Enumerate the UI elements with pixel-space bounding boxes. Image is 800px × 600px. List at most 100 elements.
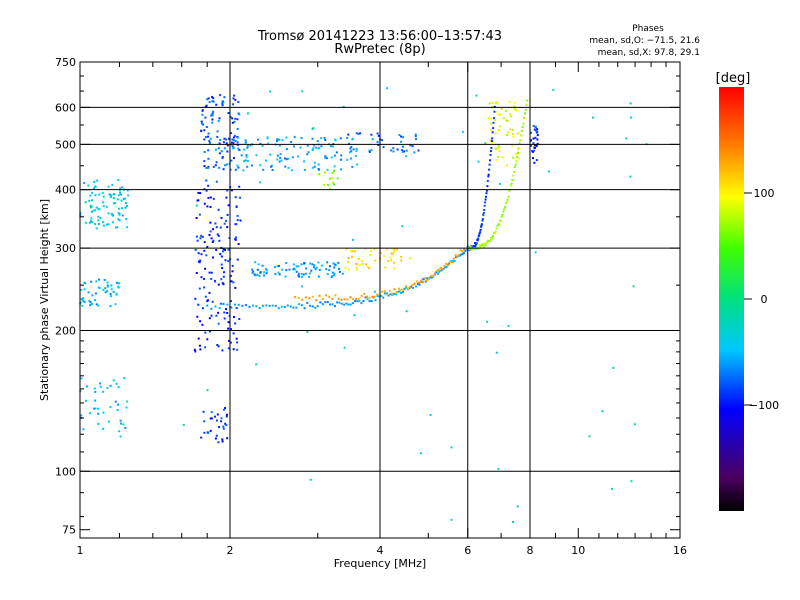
- trace-0-point: [345, 302, 348, 305]
- trace-0-point: [326, 301, 329, 304]
- trace-1-point: [371, 295, 374, 298]
- trace-0-point: [289, 305, 292, 308]
- trace-0-point: [336, 301, 339, 304]
- cluster-7-point: [215, 434, 218, 437]
- cluster-0-point: [110, 194, 113, 197]
- cluster-3-point: [235, 205, 238, 208]
- cluster-1-point: [116, 281, 118, 284]
- cluster-5-point: [271, 169, 274, 171]
- cluster-3-point: [214, 280, 217, 283]
- cluster-7-point: [216, 413, 219, 416]
- trace-0-point: [329, 303, 332, 306]
- trace-3-point: [485, 241, 488, 244]
- trace-0-point: [389, 293, 392, 296]
- cluster-13-point: [547, 170, 550, 173]
- cluster-1-point: [98, 278, 101, 281]
- cluster-5-point: [287, 157, 290, 160]
- cluster-0-point: [97, 215, 100, 218]
- cluster-9-point: [392, 150, 395, 153]
- cluster-6-point: [305, 267, 307, 270]
- trace-0-point: [258, 307, 261, 309]
- trace-0-point: [393, 292, 396, 295]
- cluster-3-point: [210, 314, 213, 317]
- cluster-13-point: [588, 435, 591, 438]
- cluster-3-point: [223, 311, 226, 314]
- cluster-3-point: [208, 317, 211, 320]
- cluster-0-point: [88, 199, 91, 202]
- cluster-3-point: [197, 303, 200, 306]
- trace-0-point: [354, 300, 357, 303]
- cluster-3-point: [236, 341, 239, 344]
- cluster-5-point: [266, 136, 269, 139]
- cluster-6-point: [293, 268, 296, 271]
- cluster-3-point: [195, 272, 198, 274]
- cluster-4-point: [217, 119, 220, 122]
- cluster-11-point: [499, 125, 502, 128]
- trace-3-point: [481, 243, 484, 246]
- cluster-0-point: [94, 194, 97, 197]
- cluster-8-point: [387, 260, 390, 263]
- cluster-0-point: [99, 217, 102, 220]
- cluster-11-point: [490, 128, 492, 131]
- trace-1-point: [413, 282, 416, 285]
- cluster-6-point: [317, 261, 320, 264]
- cluster-6-point: [285, 262, 288, 264]
- trace-0-point: [271, 304, 274, 307]
- trace-3-point: [524, 108, 527, 111]
- cluster-5-point: [292, 145, 295, 148]
- cluster-3-point: [208, 271, 211, 274]
- trace-1-point: [434, 272, 436, 275]
- cluster-9-point: [414, 133, 417, 136]
- cluster-3-point: [200, 234, 203, 237]
- cluster-5-point: [285, 158, 288, 161]
- trace-1-point: [301, 298, 304, 301]
- trace-0-point: [400, 292, 403, 294]
- cluster-6-point: [308, 275, 310, 278]
- cluster-5-point: [285, 148, 288, 151]
- y-axis-label: Stationary phase Virtual Height [km]: [38, 199, 51, 401]
- cluster-0-point: [121, 186, 124, 189]
- cluster-8-point: [373, 248, 376, 251]
- cluster-5-point: [245, 154, 248, 157]
- cluster-0-point: [89, 220, 92, 223]
- cluster-3-point: [235, 223, 238, 226]
- cluster-3-point: [236, 258, 239, 261]
- cluster-5-point: [320, 137, 323, 140]
- cluster-3-point: [232, 348, 235, 351]
- trace-1-point: [428, 278, 431, 281]
- cluster-6-point: [333, 274, 336, 277]
- cluster-3-point: [198, 344, 201, 347]
- cluster-6-point: [276, 265, 279, 268]
- trace-0-point: [316, 305, 319, 308]
- trace-0-point: [391, 293, 394, 296]
- cluster-9-point: [415, 138, 417, 141]
- cluster-3-point: [237, 243, 240, 245]
- trace-2-point: [474, 242, 476, 244]
- cluster-0-point: [91, 191, 94, 194]
- trace-2-point: [483, 204, 486, 207]
- cluster-5-point: [316, 140, 319, 143]
- cluster-3-point: [195, 235, 198, 238]
- trace-0-point: [218, 306, 221, 309]
- cluster-3-point: [227, 204, 230, 207]
- trace-1-point: [376, 293, 379, 296]
- cluster-2-point: [97, 422, 100, 425]
- trace-0-point: [436, 272, 439, 275]
- cluster-11-point: [510, 115, 512, 118]
- cluster-7-point: [210, 417, 213, 420]
- cluster-5-point: [279, 153, 282, 155]
- cluster-2-point: [125, 406, 128, 409]
- cluster-11-point: [500, 107, 503, 110]
- cluster-3-point: [211, 241, 214, 243]
- cluster-3-point: [206, 338, 209, 341]
- trace-1-point: [441, 268, 444, 271]
- cluster-5-point: [259, 164, 262, 167]
- cluster-4-point: [233, 120, 236, 123]
- colorbar-tick-label: 0: [761, 293, 768, 306]
- cluster-3-point: [193, 348, 196, 351]
- cluster-11-point: [507, 131, 510, 134]
- cluster-9-point: [377, 134, 380, 137]
- cluster-6-point: [263, 274, 266, 277]
- cluster-3-point: [218, 239, 221, 242]
- cluster-5-point: [244, 159, 247, 162]
